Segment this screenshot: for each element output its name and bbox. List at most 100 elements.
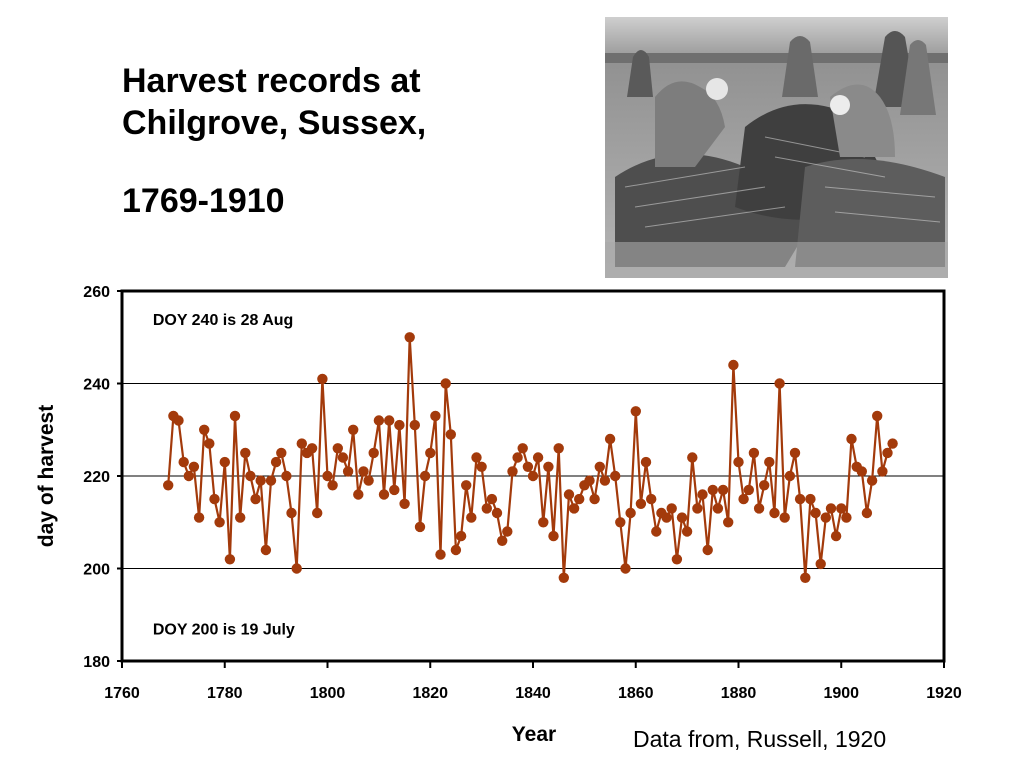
data-point-1856: [610, 470, 621, 482]
data-point-1852: [589, 493, 600, 505]
data-point-1860: [630, 406, 641, 417]
y-tick-label: 260: [83, 284, 110, 301]
data-point-1826: [455, 530, 467, 542]
data-point-1894: [805, 493, 816, 505]
data-point-1881: [738, 493, 749, 505]
data-point-1824: [445, 429, 456, 440]
x-tick-label: 1900: [823, 685, 859, 702]
data-point-1890: [784, 470, 796, 482]
series-line: [167, 336, 894, 579]
data-point-1818: [414, 521, 426, 533]
title-years: 1769-1910: [122, 182, 285, 220]
data-point-1877: [717, 484, 729, 496]
data-point-1874: [702, 544, 713, 556]
x-tick-label: 1920: [926, 685, 962, 702]
data-point-1875: [707, 484, 718, 496]
x-tick-label: 1800: [310, 685, 346, 702]
data-point-1879: [728, 359, 739, 371]
data-point-1769: [163, 480, 174, 491]
data-point-1804: [342, 466, 354, 477]
data-point-1905: [861, 507, 873, 519]
data-point-1783: [235, 512, 246, 523]
data-point-1807: [358, 466, 369, 477]
data-point-1809: [368, 447, 379, 459]
data-point-1908: [877, 466, 888, 477]
data-point-1794: [291, 563, 302, 574]
y-tick-labels: 180 200 220 240 260: [83, 284, 122, 671]
data-point-1802: [332, 443, 343, 454]
data-point-1845: [553, 443, 564, 454]
data-point-1777: [204, 438, 215, 449]
data-point-1835: [502, 526, 513, 537]
data-point-1776: [199, 424, 210, 435]
data-point-1869: [676, 512, 688, 523]
data-point-1821: [430, 410, 441, 422]
data-point-1790: [270, 456, 282, 468]
data-point-1815: [399, 498, 410, 509]
data-point-1829: [471, 452, 482, 463]
y-tick-label: 220: [83, 469, 110, 486]
data-point-1773: [183, 470, 194, 482]
data-point-1828: [466, 512, 477, 523]
data-point-1857: [615, 517, 626, 528]
data-point-1819: [419, 470, 431, 482]
x-tick-label: 1780: [207, 685, 243, 702]
data-point-1897: [820, 512, 831, 523]
data-point-1774: [188, 461, 200, 472]
data-point-1851: [584, 475, 595, 486]
title-line-1: Harvest records at: [122, 62, 421, 100]
data-point-1813: [389, 484, 400, 496]
y-tick-label: 200: [83, 562, 110, 579]
data-point-1798: [312, 507, 323, 519]
data-point-1900: [836, 503, 847, 514]
data-point-1871: [687, 452, 698, 463]
data-point-1778: [209, 493, 220, 505]
title-line-2: Chilgrove, Sussex,: [122, 104, 427, 142]
data-point-1779: [214, 517, 225, 528]
data-point-1848: [568, 503, 580, 514]
data-point-1822: [435, 549, 446, 560]
data-point-1878: [723, 517, 734, 528]
data-point-1843: [543, 461, 554, 472]
data-point-1868: [671, 554, 683, 565]
data-point-1862: [640, 456, 652, 468]
data-point-1781: [224, 554, 236, 565]
data-point-1899: [830, 530, 842, 542]
data-point-1872: [692, 503, 703, 514]
data-point-1786: [250, 493, 261, 505]
data-point-1795: [296, 438, 307, 449]
slide-title: Harvest records at Chilgrove, Sussex,: [122, 60, 592, 144]
data-point-1806: [353, 489, 364, 500]
data-point-1859: [625, 507, 636, 519]
data-point-1793: [286, 507, 297, 519]
data-point-1771: [173, 415, 184, 426]
data-point-1814: [394, 419, 405, 431]
data-point-1825: [450, 544, 462, 556]
data-point-1866: [661, 512, 672, 523]
data-point-1827: [461, 480, 472, 491]
data-point-1834: [497, 535, 508, 546]
data-point-1853: [594, 461, 605, 472]
data-point-1808: [363, 475, 374, 486]
data-point-1883: [748, 447, 760, 459]
data-point-1847: [563, 489, 575, 500]
data-point-1772: [178, 456, 189, 468]
data-point-1844: [548, 530, 559, 542]
data-point-1882: [743, 484, 754, 496]
data-point-1830: [476, 461, 487, 472]
data-point-1785: [245, 470, 256, 482]
data-point-1876: [712, 503, 724, 514]
x-tick-label: 1820: [412, 685, 448, 702]
data-point-1787: [255, 475, 266, 486]
data-point-1836: [507, 466, 518, 477]
harvest-photo: [605, 17, 948, 278]
data-point-1880: [733, 456, 744, 468]
data-point-1885: [759, 480, 770, 491]
data-point-1902: [846, 433, 857, 445]
data-point-1788: [260, 544, 272, 556]
data-point-1907: [872, 410, 883, 422]
data-point-1898: [825, 503, 837, 514]
data-point-1891: [789, 447, 801, 459]
data-point-1846: [558, 572, 569, 583]
data-point-1811: [378, 489, 390, 500]
